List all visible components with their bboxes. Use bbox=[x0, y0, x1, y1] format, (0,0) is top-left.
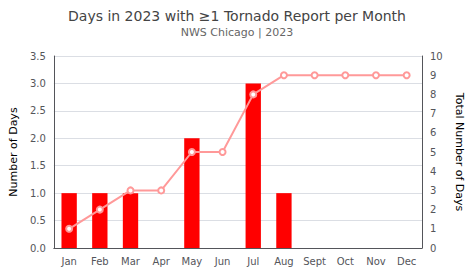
svg-text:0: 0 bbox=[430, 243, 436, 254]
svg-text:7: 7 bbox=[430, 108, 436, 119]
svg-text:Apr: Apr bbox=[153, 256, 171, 267]
svg-text:8: 8 bbox=[430, 89, 436, 100]
svg-text:NWS Chicago | 2023: NWS Chicago | 2023 bbox=[181, 26, 294, 39]
svg-text:1: 1 bbox=[430, 223, 436, 234]
svg-text:0.5: 0.5 bbox=[30, 215, 46, 226]
svg-text:3.5: 3.5 bbox=[30, 51, 46, 62]
svg-text:4: 4 bbox=[430, 166, 436, 177]
svg-text:Oct: Oct bbox=[337, 256, 354, 267]
svg-text:May: May bbox=[182, 256, 203, 267]
svg-text:6: 6 bbox=[430, 127, 436, 138]
svg-text:1.5: 1.5 bbox=[30, 160, 46, 171]
svg-text:Jun: Jun bbox=[214, 256, 231, 267]
svg-text:Aug: Aug bbox=[274, 256, 294, 267]
svg-text:1.0: 1.0 bbox=[30, 188, 46, 199]
svg-text:Jan: Jan bbox=[60, 256, 76, 267]
svg-text:Total Number of Days: Total Number of Days bbox=[453, 92, 466, 212]
svg-text:Jul: Jul bbox=[246, 256, 259, 267]
svg-text:5: 5 bbox=[430, 147, 436, 158]
svg-text:9: 9 bbox=[430, 70, 436, 81]
svg-text:Dec: Dec bbox=[397, 256, 416, 267]
svg-text:2.5: 2.5 bbox=[30, 105, 46, 116]
svg-text:10: 10 bbox=[430, 51, 443, 62]
svg-text:Sept: Sept bbox=[303, 256, 326, 267]
svg-text:Number of Days: Number of Days bbox=[7, 107, 20, 197]
svg-text:Nov: Nov bbox=[366, 256, 386, 267]
svg-text:3.0: 3.0 bbox=[30, 78, 46, 89]
svg-text:3: 3 bbox=[430, 185, 436, 196]
svg-text:0.0: 0.0 bbox=[30, 243, 46, 254]
svg-text:Feb: Feb bbox=[91, 256, 109, 267]
svg-text:Days in 2023 with ≥1 Tornado R: Days in 2023 with ≥1 Tornado Report per … bbox=[68, 8, 406, 24]
svg-text:2: 2 bbox=[430, 204, 436, 215]
svg-text:Mar: Mar bbox=[121, 256, 141, 267]
svg-text:2.0: 2.0 bbox=[30, 133, 46, 144]
